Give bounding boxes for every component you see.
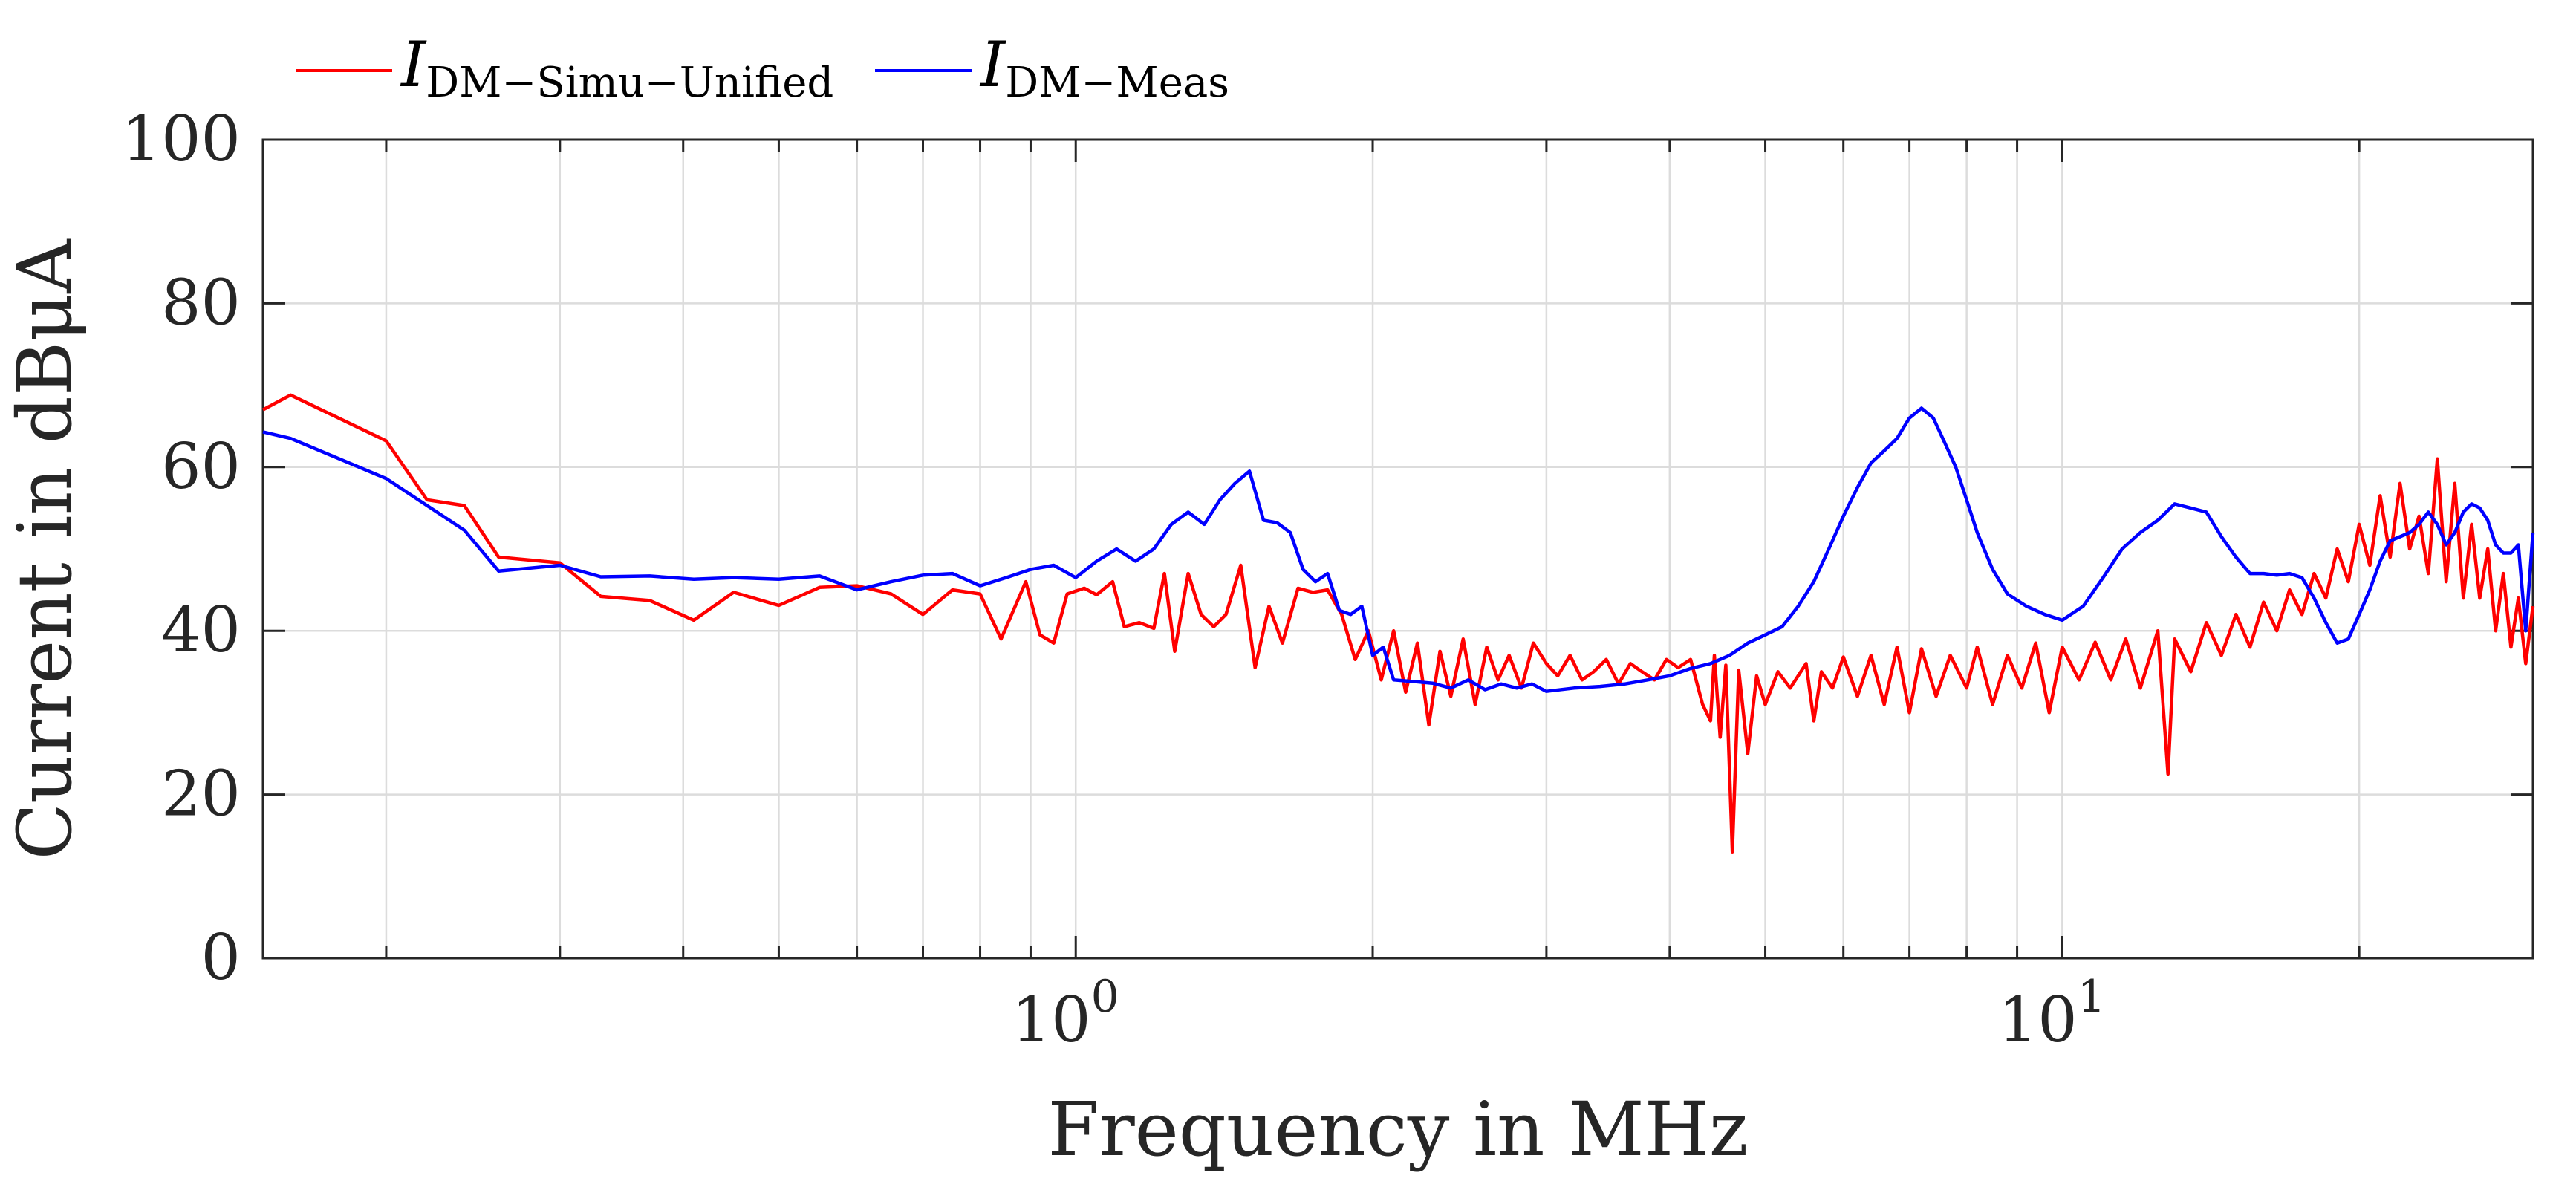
y-tick-label: 0: [201, 921, 241, 994]
y-axis-label: Current in dBμA: [1, 238, 88, 860]
series-line-meas: [262, 406, 2535, 693]
legend: IDM−Simu−Unified IDM−Meas: [296, 28, 1229, 107]
grid: [263, 140, 2533, 958]
y-tick-label: 60: [161, 430, 241, 503]
legend-entry-meas: IDM−Meas: [979, 28, 1229, 107]
x-tick-label: 101: [1998, 971, 2106, 1056]
series-layer: [261, 393, 2535, 854]
y-tick-label: 20: [161, 758, 241, 830]
tick-labels: 0 20 40 60 80 100 100 101: [122, 103, 2106, 1056]
y-tick-label: 80: [161, 266, 241, 339]
legend-entry-simu: IDM−Simu−Unified: [400, 28, 833, 107]
axis-ticks: [263, 138, 2533, 960]
plot-area-frame: [261, 138, 2534, 960]
y-tick-label: 100: [122, 103, 241, 175]
y-tick-label: 40: [161, 594, 241, 666]
series-line-simu-unified: [261, 393, 2535, 854]
x-tick-label: 100: [1012, 971, 1119, 1056]
x-axis-label: Frequency in MHz: [1047, 1086, 1748, 1173]
